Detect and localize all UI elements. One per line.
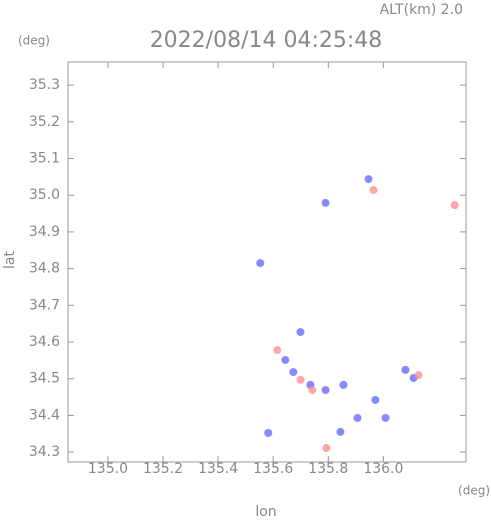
y-tick-label: 34.6	[29, 334, 60, 350]
x-tick-label: 135.0	[88, 461, 128, 477]
y-tick-label: 34.4	[29, 407, 60, 423]
x-tick-label: 135.4	[198, 461, 238, 477]
x-tick-label: 135.2	[143, 461, 183, 477]
x-unit: (deg)	[458, 484, 490, 498]
point	[296, 375, 305, 384]
plot-frame	[67, 61, 467, 463]
subtitle: ALT(km) 2.0	[380, 2, 463, 18]
y-unit: (deg)	[18, 34, 50, 48]
y-tick-label: 35.2	[29, 114, 60, 130]
point	[256, 259, 265, 268]
point	[369, 186, 378, 195]
x-label: lon	[255, 504, 276, 520]
point	[281, 355, 290, 364]
point	[414, 371, 423, 380]
y-label: lat	[2, 251, 18, 269]
point	[273, 346, 282, 355]
point	[364, 175, 373, 184]
x-tick-label: 136.0	[363, 461, 403, 477]
y-tick-label: 34.5	[29, 371, 60, 387]
point	[289, 368, 298, 377]
point	[450, 201, 459, 210]
y-tick-label: 34.8	[29, 261, 60, 277]
y-tick-label: 35.3	[29, 77, 60, 93]
point	[336, 427, 345, 436]
point	[339, 380, 348, 389]
point	[264, 429, 273, 438]
y-tick-label: 34.9	[29, 224, 60, 240]
point	[296, 328, 305, 337]
point	[321, 198, 330, 207]
y-tick-label: 34.3	[29, 444, 60, 460]
point	[321, 386, 330, 395]
y-tick-label: 35.0	[29, 187, 60, 203]
point	[353, 413, 362, 422]
point	[401, 365, 410, 374]
x-tick-label: 135.8	[308, 461, 348, 477]
y-tick-label: 35.1	[29, 151, 60, 167]
y-tick-label: 34.7	[29, 297, 60, 313]
x-tick-label: 135.6	[253, 461, 293, 477]
point	[322, 444, 331, 453]
point	[308, 386, 317, 395]
point	[381, 413, 390, 422]
chart-title: 2022/08/14 04:25:48	[150, 28, 383, 53]
point	[371, 395, 380, 404]
